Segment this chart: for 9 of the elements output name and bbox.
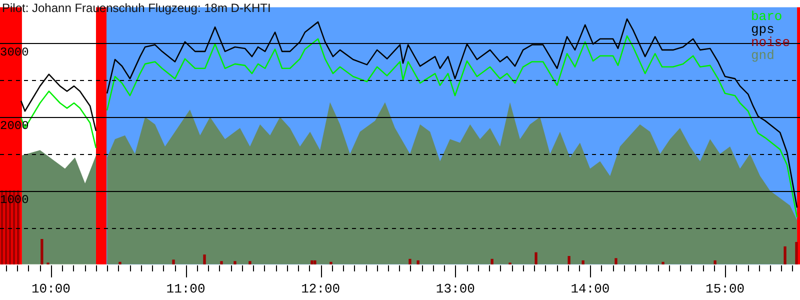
x-tick-label: 11:00 [166,282,206,297]
text: gps [750,22,774,38]
text: baro [750,9,782,24]
x-tick-label: 13:00 [436,282,475,297]
text: gnd [750,48,774,64]
x-tick-label: 14:00 [570,282,610,297]
x-tick-label: 15:00 [706,282,745,297]
x-tick-label: 10:00 [31,282,70,297]
x-tick-label: 12:00 [301,282,340,297]
